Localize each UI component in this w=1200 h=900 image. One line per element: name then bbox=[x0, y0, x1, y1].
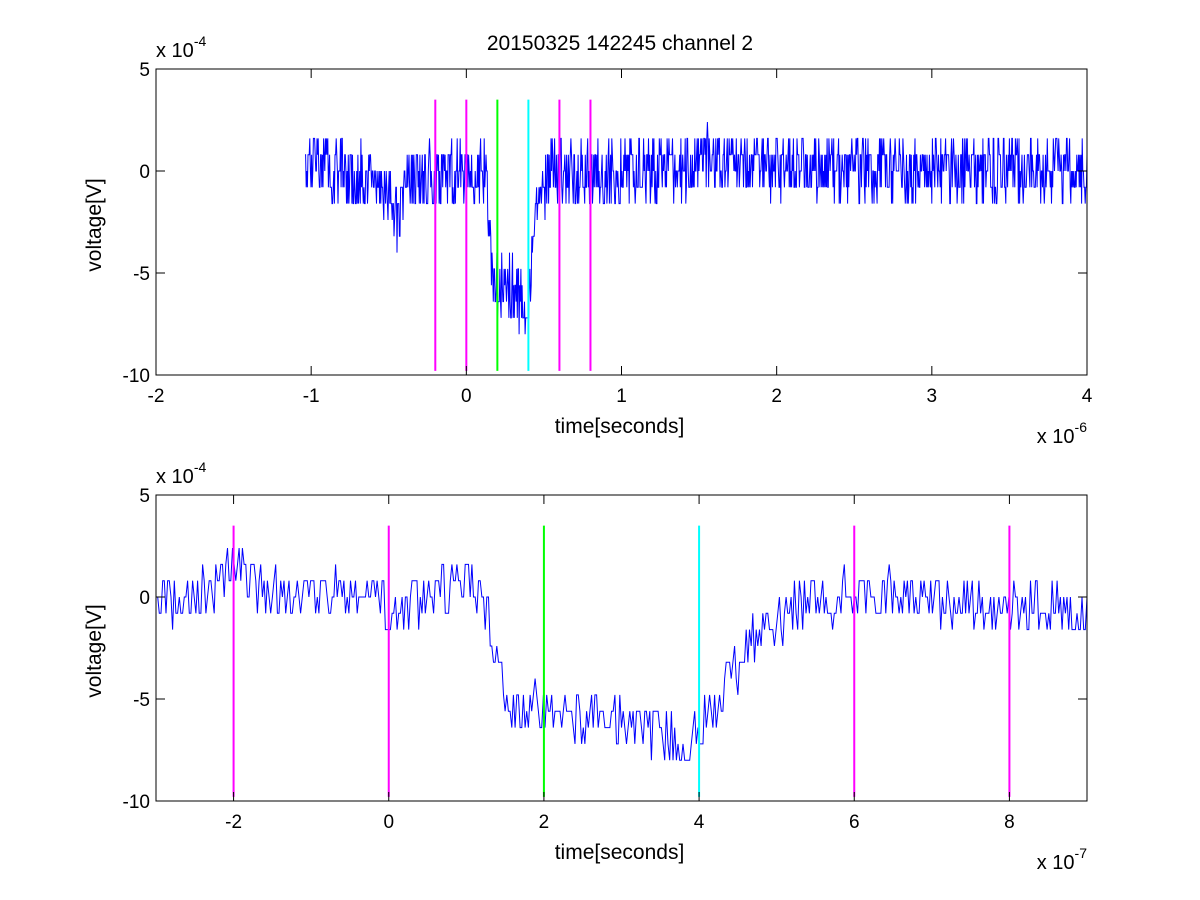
x-tick-label: 0 bbox=[383, 812, 394, 833]
x-tick-label: 6 bbox=[849, 812, 860, 833]
x-axis-label: time[seconds] bbox=[555, 841, 685, 864]
y-tick-label: -10 bbox=[123, 792, 150, 813]
x-exponent-text: -6 bbox=[1075, 419, 1088, 435]
x-tick-label: 8 bbox=[1004, 812, 1015, 833]
x-tick-label: 4 bbox=[694, 812, 705, 833]
y-axis-label: voltage[V] bbox=[83, 178, 106, 271]
y-exponent-text: -4 bbox=[194, 459, 207, 475]
x-axis-label: time[seconds] bbox=[555, 415, 685, 438]
axes-box bbox=[155, 494, 1088, 802]
y-axis-label: voltage[V] bbox=[83, 604, 106, 697]
y-tick-label: -10 bbox=[123, 366, 150, 387]
y-exponent-label: x 10-4 bbox=[156, 33, 206, 62]
x-tick-label: -2 bbox=[225, 812, 242, 833]
x-multiplier-text: x 10 bbox=[1037, 852, 1075, 874]
x-tick-label: -2 bbox=[148, 386, 165, 407]
y-multiplier-text: x 10 bbox=[156, 466, 194, 488]
x-tick-label: 4 bbox=[1082, 386, 1093, 407]
y-tick-label: 0 bbox=[139, 588, 150, 609]
x-tick-label: 0 bbox=[461, 386, 472, 407]
signal-trace bbox=[156, 547, 1088, 761]
y-tick-label: 5 bbox=[139, 486, 150, 507]
bottom-plot: -2 0 2 4 6 8 5 0 -5 -10 time[seconds] voltage[V] x 1… bbox=[83, 459, 1088, 874]
x-tick-label: -1 bbox=[303, 386, 320, 407]
y-multiplier-text: x 10 bbox=[156, 40, 194, 62]
x-exponent-label: x 10-7 bbox=[1037, 845, 1087, 874]
x-exponent-text: -7 bbox=[1075, 845, 1088, 861]
top-plot: -2 -1 0 1 2 3 450-5-10time[seconds]voltage[V]x… bbox=[83, 33, 1093, 448]
y-tick-label: 0 bbox=[139, 162, 150, 183]
figure-title: 20150325 142245 channel 2 bbox=[487, 32, 753, 55]
y-tick-label: -5 bbox=[133, 690, 150, 711]
x-multiplier-text: x 10 bbox=[1037, 426, 1075, 448]
x-tick-label: 1 bbox=[616, 386, 627, 407]
y-exponent-text: -4 bbox=[194, 33, 207, 49]
y-tick-label: 5 bbox=[139, 60, 150, 81]
x-tick-label: 2 bbox=[771, 386, 782, 407]
y-exponent-label: x 10-4 bbox=[156, 459, 206, 488]
x-tick-label: 3 bbox=[927, 386, 938, 407]
y-tick-label: -5 bbox=[133, 264, 150, 285]
x-exponent-label: x 10-6 bbox=[1037, 419, 1087, 448]
x-tick-label: 2 bbox=[539, 812, 550, 833]
